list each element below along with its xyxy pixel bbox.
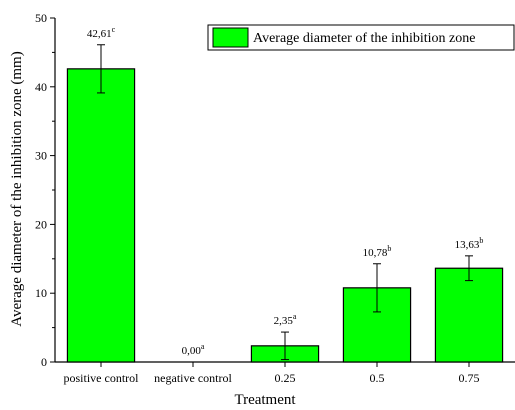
data-label: 0,00a — [182, 342, 205, 357]
data-label: 2,35a — [274, 312, 297, 327]
x-tick-label: negative control — [154, 371, 232, 385]
y-axis: 0 10 20 30 40 50 — [35, 11, 55, 369]
y-tick-label: 40 — [35, 80, 47, 94]
legend: Average diameter of the inhibition zone — [207, 24, 515, 51]
y-axis-label: Average diameter of the inhibition zone … — [9, 51, 25, 326]
x-tick-label: 0.5 — [370, 371, 385, 385]
bar — [434, 267, 504, 363]
bars — [66, 68, 504, 363]
bar — [66, 68, 136, 363]
x-axis-label: Treatment — [234, 392, 296, 408]
legend-swatch — [212, 27, 249, 48]
data-label: 13,63b — [455, 236, 484, 251]
data-label: 42,61c — [87, 25, 116, 40]
legend-box — [207, 24, 515, 51]
y-tick-label: 30 — [35, 149, 47, 163]
x-tick-label: 0.75 — [459, 371, 480, 385]
legend-label: Average diameter of the inhibition zone — [253, 31, 476, 46]
y-tick-label: 50 — [35, 11, 47, 25]
x-tick-label: 0.25 — [275, 371, 296, 385]
data-labels: 42,61c 0,00a 2,35a 10,78b 13,63b — [87, 25, 484, 357]
error-bars — [97, 44, 473, 361]
y-tick-label: 0 — [41, 355, 47, 369]
x-axis: positive control negative control 0.25 0.5 0… — [64, 362, 480, 385]
y-tick-label: 20 — [35, 217, 47, 231]
y-tick-label: 10 — [35, 286, 47, 300]
data-label: 10,78b — [363, 244, 392, 259]
x-tick-label: positive control — [64, 371, 140, 385]
